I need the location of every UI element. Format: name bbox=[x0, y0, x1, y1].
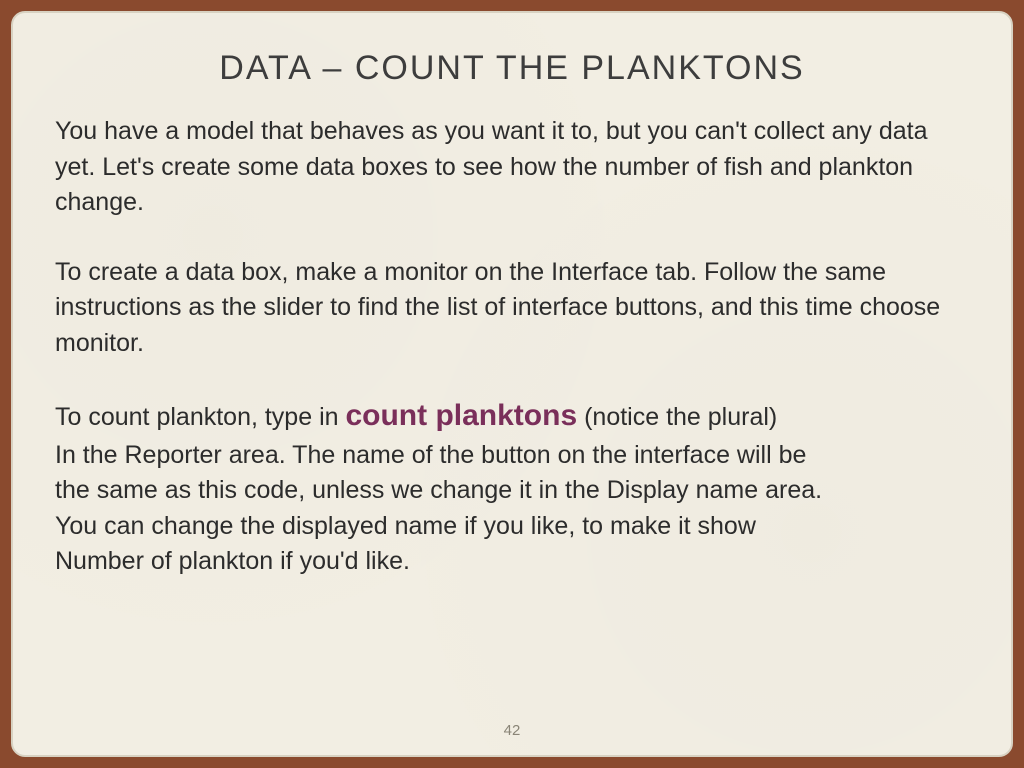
code-count-planktons: count planktons bbox=[345, 399, 577, 432]
slide-frame: DATA – COUNT THE PLANKTONS You have a mo… bbox=[0, 0, 1024, 768]
p3-after-code: (notice the plural) bbox=[577, 403, 777, 431]
p3-line2: In the Reporter area. The name of the bu… bbox=[55, 438, 969, 474]
paragraph-3: To count plankton, type in count plankto… bbox=[55, 395, 969, 580]
p3-line4: You can change the displayed name if you… bbox=[55, 509, 969, 545]
slide-paper: DATA – COUNT THE PLANKTONS You have a mo… bbox=[11, 11, 1013, 757]
paragraph-2: To create a data box, make a monitor on … bbox=[55, 255, 969, 362]
p3-line3: the same as this code, unless we change … bbox=[55, 473, 969, 509]
slide-title: DATA – COUNT THE PLANKTONS bbox=[55, 49, 969, 88]
p3-lead: To count plankton, type in bbox=[55, 403, 345, 431]
page-number: 42 bbox=[13, 722, 1011, 739]
paragraph-1: You have a model that behaves as you wan… bbox=[55, 114, 969, 221]
p3-line5: Number of plankton if you'd like. bbox=[55, 544, 969, 580]
